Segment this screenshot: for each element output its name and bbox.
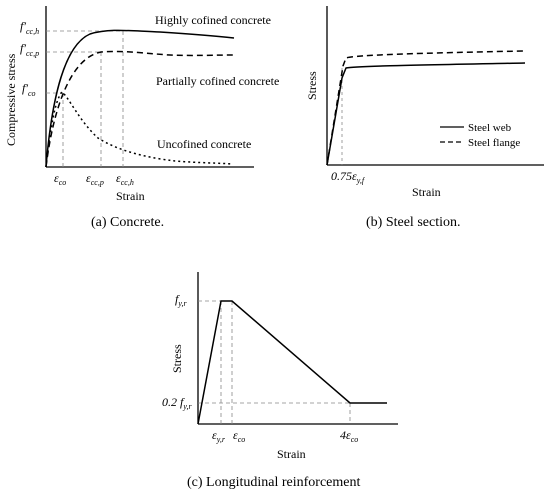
rebar-y-title: Stress xyxy=(170,344,184,373)
panel-steel-section: Steel web Steel flange 0.75εy,f Strain S… xyxy=(305,6,544,230)
rebar-x-title: Strain xyxy=(277,447,306,461)
steel-caption: (b) Steel section. xyxy=(366,215,460,230)
rebar-guide-lines xyxy=(198,300,351,424)
panel-reinforcement: fy,r 0.2 fy,r εy,r εco 4εco Strain Stres… xyxy=(162,272,398,490)
steel-web-curve xyxy=(326,62,526,166)
legend-web-label: Steel web xyxy=(468,122,512,134)
steel-y-title: Stress xyxy=(305,71,319,100)
x-tick-eco: εco xyxy=(54,171,66,187)
panel-concrete: Highly cofined concrete Partially cofine… xyxy=(4,6,279,230)
steel-x-title: Strain xyxy=(412,185,441,199)
rebar-caption: (c) Longitudinal reinforcement xyxy=(187,475,360,490)
concrete-y-title: Compressive stress xyxy=(4,53,18,146)
steel-x-tick: 0.75εy,f xyxy=(331,169,366,185)
y-tick-fco: f′co xyxy=(22,81,36,98)
x-tick-eccp: εcc,p xyxy=(86,171,104,187)
unconfined-label: Uncofined concrete xyxy=(157,137,251,151)
highly-confined-label: Highly cofined concrete xyxy=(155,13,271,27)
partially-confined-curve xyxy=(45,50,235,168)
rebar-stress-strain-curve xyxy=(197,300,387,425)
partially-confined-label: Partially cofined concrete xyxy=(156,74,279,88)
legend-flange-label: Steel flange xyxy=(468,137,520,149)
rebar-x-tick-4eco: 4εco xyxy=(340,428,358,444)
rebar-y-tick-fyr: fy,r xyxy=(175,292,187,308)
rebar-x-tick-eyr: εy,r xyxy=(212,428,226,444)
highly-confined-curve xyxy=(45,29,235,168)
x-tick-ecch: εcc,h xyxy=(116,171,134,187)
concrete-x-title: Strain xyxy=(116,189,145,203)
rebar-x-tick-eco: εco xyxy=(233,428,245,444)
steel-legend: Steel web Steel flange xyxy=(440,122,520,149)
unconfined-curve xyxy=(45,91,233,168)
y-tick-fcch: f′cc,h xyxy=(20,19,39,36)
rebar-y-tick-02fyr: 0.2 fy,r xyxy=(162,395,192,411)
steel-flange-curve xyxy=(326,50,526,166)
concrete-caption: (a) Concrete. xyxy=(91,215,164,230)
y-tick-fccp: f′cc,p xyxy=(20,41,39,58)
